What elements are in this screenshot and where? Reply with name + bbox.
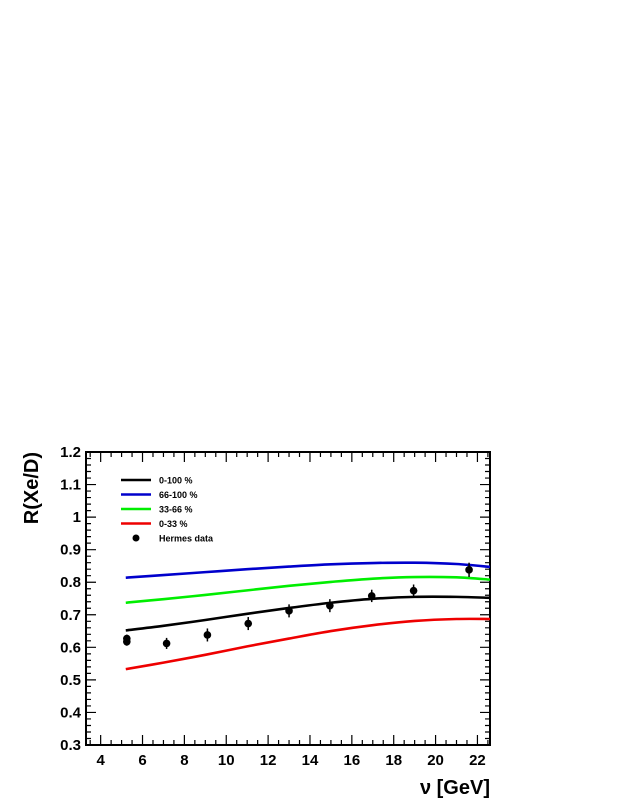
y-tick-label: 0.6 [60,639,81,656]
axis-tick-labels: 4 6 8 10 12 14 16 18 20 22 0.3 0.4 0.5 0.6 0.7 0.8 0.9 1 1… [60,444,486,769]
x-tick-label: 8 [180,752,188,769]
y-tick-label: 0.8 [60,574,81,591]
series-line-1 [125,561,491,579]
x-tick-label: 4 [96,752,105,769]
y-tick-label: 0.9 [60,542,81,559]
y-tick-label: 0.4 [60,704,82,721]
x-axis-title: ν [GeV] [420,777,490,799]
y-tick-label: 1.1 [60,477,81,494]
y-tick-label: 1.2 [60,444,81,461]
axis-ticks [86,451,490,746]
data-point [203,631,212,639]
series-line-0 [125,595,491,632]
data-points [123,562,473,649]
x-tick-label: 22 [469,752,486,769]
tick-marks [86,451,490,746]
legend-label: 33-66 % [159,505,193,515]
y-tick-label: 0.5 [60,672,81,689]
y-tick-label: 0.7 [60,607,81,624]
plot-frame [85,451,491,746]
legend: 0-100 % 66-100 % 33-66 % 0-33 % Hermes data [121,476,214,544]
data-point [162,639,171,648]
legend-marker [132,534,140,542]
data-point [123,634,131,643]
y-tick-label: 1 [73,509,81,526]
x-tick-label: 18 [385,752,402,769]
data-point [409,586,418,595]
x-tick-label: 16 [344,752,361,769]
legend-label: Hermes data [159,534,214,544]
series-line-2 [125,575,491,605]
data-point [465,566,473,574]
legend-label: 0-33 % [159,519,188,529]
series-curves [125,561,491,671]
x-tick-label: 20 [427,752,444,769]
x-tick-label: 12 [260,752,277,769]
y-tick-label: 0.3 [60,737,81,754]
x-tick-label: 10 [218,752,235,769]
data-point [367,592,376,600]
legend-label: 66-100 % [159,490,198,500]
data-point [285,607,293,615]
legend-label: 0-100 % [159,476,193,486]
data-point [326,601,334,610]
x-tick-label: 14 [302,752,319,769]
y-axis-title: R(Xe/D) [21,452,43,524]
data-point [244,619,253,628]
series-line-3 [125,617,491,671]
x-tick-label: 6 [138,752,146,769]
